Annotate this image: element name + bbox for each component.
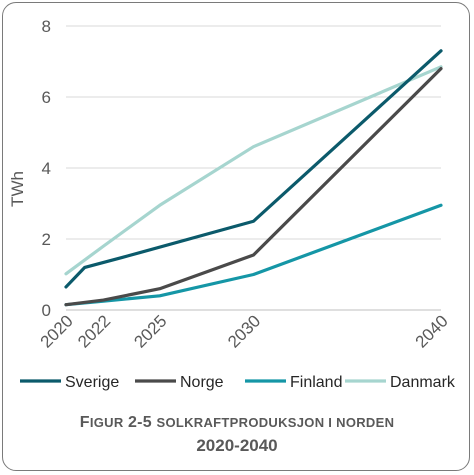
- y-tick-label: 6: [42, 88, 51, 107]
- series-line-danmark: [64, 65, 443, 276]
- y-tick-label: 0: [42, 301, 51, 320]
- chart-frame: [2, 2, 470, 471]
- legend-label-danmark: Danmark: [390, 374, 456, 391]
- gridlines: [66, 25, 441, 311]
- caption-fig-rest: IGUR: [89, 415, 124, 430]
- figure-caption-line2: 2020-2040: [196, 436, 278, 455]
- x-tick-label: 2030: [224, 311, 264, 351]
- y-tick-labels: 0 2 4 6 8: [42, 17, 51, 320]
- legend-label-sverige: Sverige: [65, 374, 119, 391]
- x-tick-label: 2040: [412, 311, 452, 351]
- y-tick-label: 2: [42, 230, 51, 249]
- legend-label-finland: Finland: [290, 374, 342, 391]
- caption-fig-first: F: [79, 414, 90, 431]
- caption-fig-num: 2-5: [127, 414, 153, 431]
- caption-subtitle: SOLKRAFTPRODUKSJON I NORDEN: [156, 415, 395, 430]
- series-lines: [64, 49, 443, 307]
- legend-label-norge: Norge: [180, 374, 224, 391]
- legend: Sverige Norge Finland Danmark: [20, 374, 456, 391]
- x-tick-label: 2025: [130, 311, 170, 351]
- figure-caption-line1: FIGUR 2-5 SOLKRAFTPRODUKSJON I NORDEN: [0, 414, 474, 432]
- series-line-sverige: [64, 49, 443, 289]
- series-line-norge: [64, 66, 443, 307]
- x-tick-label: 2022: [74, 311, 114, 351]
- y-axis-label: TWh: [8, 171, 27, 207]
- y-tick-label: 8: [42, 17, 51, 36]
- y-tick-label: 4: [42, 159, 51, 178]
